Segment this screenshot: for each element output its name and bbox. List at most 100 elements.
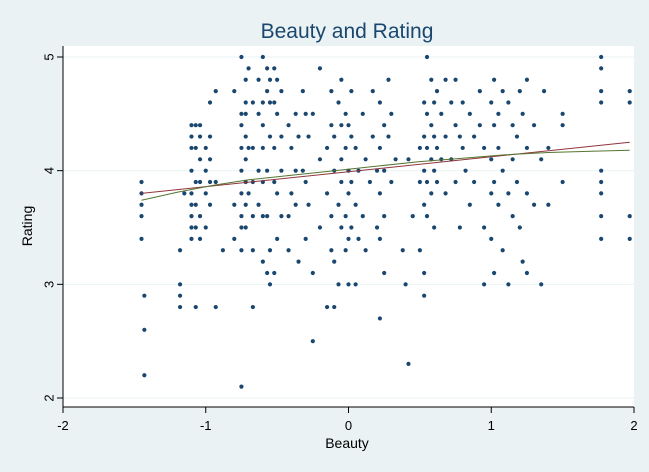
data-point	[286, 123, 291, 128]
data-point	[370, 134, 375, 139]
data-point	[417, 145, 422, 151]
data-point	[189, 123, 194, 128]
data-point	[267, 77, 273, 82]
data-point	[496, 202, 501, 207]
data-point	[300, 168, 305, 173]
data-point	[349, 89, 354, 94]
data-point	[457, 134, 462, 139]
data-point	[336, 100, 341, 105]
data-point	[265, 214, 270, 219]
data-point	[599, 89, 604, 94]
data-point	[492, 270, 497, 276]
data-point	[324, 145, 330, 151]
axes: -2 -1 0 1 2 2 3 4 5	[42, 46, 638, 433]
data-point	[142, 327, 147, 332]
data-point	[250, 248, 255, 253]
data-point	[517, 225, 522, 230]
data-point	[599, 214, 604, 219]
data-point	[250, 145, 255, 151]
data-point	[463, 168, 468, 173]
data-point	[417, 248, 422, 253]
data-point	[275, 191, 280, 196]
data-point	[275, 236, 280, 241]
data-point	[343, 214, 348, 219]
data-point	[300, 89, 305, 94]
data-point	[220, 248, 225, 253]
data-point	[197, 134, 203, 139]
data-point	[193, 145, 198, 151]
data-point	[424, 214, 430, 219]
data-point	[599, 66, 604, 71]
x-tick-label: 0	[345, 418, 352, 433]
data-point	[382, 270, 387, 276]
data-point	[506, 282, 511, 287]
plot-area	[63, 46, 634, 407]
data-point	[243, 134, 248, 139]
data-point	[189, 214, 194, 219]
y-axis-label: Rating	[19, 206, 35, 246]
data-point	[339, 77, 344, 82]
data-point	[310, 339, 315, 344]
data-point	[386, 134, 391, 139]
data-point	[189, 145, 194, 151]
data-point	[560, 179, 565, 185]
data-point	[193, 179, 198, 185]
data-point	[432, 168, 437, 173]
data-point	[189, 202, 194, 207]
data-point	[406, 157, 411, 162]
data-point	[514, 179, 520, 185]
data-point	[349, 134, 354, 139]
data-point	[524, 270, 530, 276]
data-point	[560, 123, 565, 128]
data-point	[275, 111, 280, 116]
data-point	[260, 145, 265, 151]
data-point	[389, 111, 394, 116]
data-point	[265, 89, 270, 94]
data-point	[267, 248, 273, 253]
data-point	[422, 168, 427, 173]
data-point	[332, 259, 337, 264]
data-point	[303, 111, 308, 116]
data-point	[482, 225, 487, 230]
data-point	[449, 100, 454, 105]
data-point	[539, 282, 544, 287]
data-point	[370, 89, 375, 94]
data-point	[467, 111, 472, 116]
data-point	[346, 282, 351, 287]
data-point	[260, 100, 265, 105]
data-point	[267, 282, 273, 287]
data-point	[406, 361, 411, 366]
data-point	[356, 236, 361, 241]
chart-title: Beauty and Rating	[261, 20, 434, 43]
data-point	[207, 179, 213, 185]
data-point	[353, 282, 358, 287]
data-point	[139, 202, 144, 207]
data-point	[197, 236, 203, 241]
data-point	[353, 145, 358, 151]
data-point	[434, 89, 440, 94]
data-point	[260, 259, 265, 264]
data-point	[434, 145, 440, 151]
data-point	[296, 134, 301, 139]
data-point	[517, 89, 522, 94]
data-point	[317, 157, 323, 162]
y-tick-label: 3	[42, 281, 57, 288]
data-point	[272, 100, 277, 105]
data-point	[422, 293, 427, 298]
data-point	[339, 179, 344, 185]
data-point	[207, 202, 213, 207]
data-point	[197, 157, 203, 162]
data-point	[239, 145, 244, 151]
data-point	[213, 179, 218, 185]
data-point	[267, 100, 273, 105]
data-point	[343, 248, 348, 253]
data-point	[239, 168, 244, 173]
y-tick-label: 5	[42, 53, 57, 60]
data-point	[329, 89, 334, 94]
data-point	[434, 179, 440, 185]
data-point	[239, 384, 244, 389]
data-point	[506, 100, 511, 105]
data-point	[424, 54, 430, 60]
data-point	[207, 157, 213, 162]
